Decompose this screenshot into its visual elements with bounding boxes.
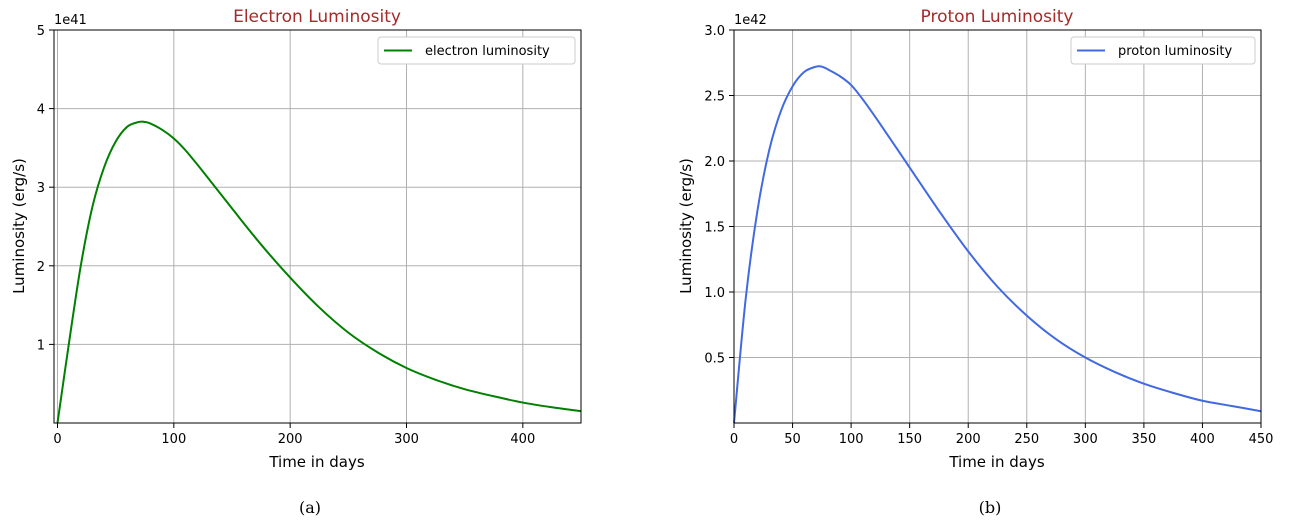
axis-ticks: 0 50 100 150 200 250 300 350 400 450 0.5 1.0 1.5 2.0 2… (704, 24, 1273, 447)
y-axis-label: Luminosity (erg/s) (677, 158, 695, 294)
panel-caption: (b) (979, 498, 1002, 517)
x-tick-label: 350 (1131, 432, 1156, 447)
y-tick-label: 3.0 (704, 24, 725, 39)
x-tick-label: 200 (956, 432, 981, 447)
proton-luminosity-panel: 0 50 100 150 200 250 300 350 400 450 0.5 1.0 1.5 2.0 2… (677, 7, 1273, 517)
x-tick-label: 100 (839, 432, 864, 447)
legend-label: proton luminosity (1118, 44, 1232, 59)
y-offset-text: 1e42 (734, 13, 767, 28)
x-axis-label: Time in days (948, 453, 1045, 471)
x-tick-label: 150 (897, 432, 922, 447)
legend: electron luminosity (377, 36, 576, 65)
x-tick-label: 0 (53, 432, 61, 447)
x-tick-label: 300 (1073, 432, 1098, 447)
panel-caption: (a) (299, 498, 321, 517)
y-tick-label: 0.5 (704, 352, 725, 367)
x-tick-label: 200 (278, 432, 303, 447)
x-tick-label: 100 (161, 432, 186, 447)
x-tick-label: 450 (1249, 432, 1274, 447)
x-tick-label: 300 (394, 432, 419, 447)
y-tick-label: 1.0 (704, 286, 725, 301)
legend-box (1070, 36, 1256, 65)
axis-ticks: 0 100 200 300 400 1 2 3 4 5 (37, 24, 536, 447)
chart-title: Proton Luminosity (921, 7, 1074, 27)
legend-box (377, 36, 576, 65)
x-axis-label: Time in days (268, 453, 365, 471)
y-tick-label: 4 (37, 103, 45, 118)
electron-luminosity-panel: 0 100 200 300 400 1 2 3 4 5 Electron Luminosity 1… (10, 7, 582, 517)
y-tick-label: 2 (37, 260, 45, 275)
legend: proton luminosity (1070, 36, 1256, 65)
x-tick-label: 400 (510, 432, 535, 447)
axes-frame (53, 29, 582, 424)
y-axis-label: Luminosity (erg/s) (10, 158, 28, 294)
y-tick-label: 3 (37, 181, 45, 196)
y-tick-label: 1 (37, 338, 45, 353)
chart-title: Electron Luminosity (233, 7, 401, 27)
proton-luminosity-line (733, 65, 1262, 424)
y-tick-label: 5 (37, 24, 45, 39)
x-tick-label: 400 (1190, 432, 1215, 447)
y-tick-label: 2.0 (704, 155, 725, 170)
x-tick-label: 0 (730, 432, 738, 447)
x-tick-label: 250 (1014, 432, 1039, 447)
y-tick-label: 2.5 (704, 90, 725, 105)
x-tick-label: 50 (784, 432, 801, 447)
plot-area (54, 30, 581, 423)
axes-frame (733, 29, 1262, 424)
electron-luminosity-line (56, 120, 582, 424)
y-offset-text: 1e41 (54, 13, 87, 28)
legend-label: electron luminosity (425, 44, 550, 59)
y-tick-label: 1.5 (704, 221, 725, 236)
